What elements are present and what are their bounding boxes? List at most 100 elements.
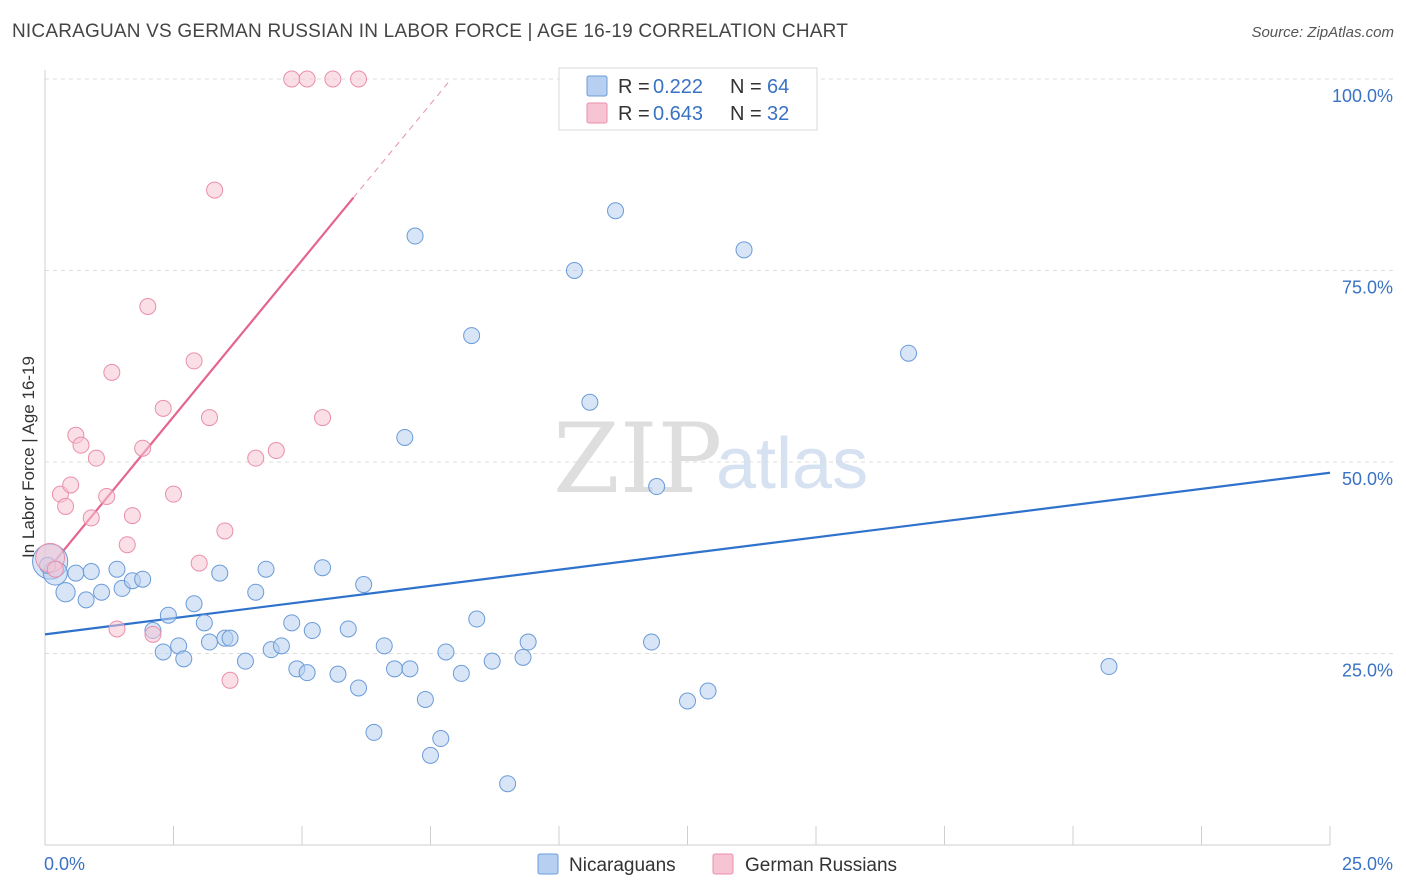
german-russians-point-19	[185, 352, 203, 370]
legend-r-label-1: R =	[618, 76, 650, 98]
nicaraguans-trendline	[44, 471, 1331, 636]
german-russians-point-27	[283, 70, 301, 88]
nicaraguans-point-18	[200, 633, 218, 651]
nicaraguans-point-56	[643, 633, 661, 651]
y-tick-label-75: 75.0%	[1342, 278, 1393, 298]
german-russians-point-17	[154, 399, 172, 417]
nicaraguans-point-46	[452, 664, 470, 682]
chart-source: Source: ZipAtlas.com	[1251, 24, 1394, 41]
nicaraguans-point-6	[93, 583, 111, 601]
german-russians-points	[35, 70, 368, 689]
chart-title: NICARAGUAN VS GERMAN RUSSIAN IN LABOR FO…	[12, 21, 848, 42]
german-russians-point-16	[144, 625, 162, 643]
nicaraguans-point-60	[735, 241, 753, 259]
nicaraguans-point-26	[272, 637, 290, 655]
german-russians-point-25	[247, 449, 265, 467]
nicaraguans-point-13	[159, 606, 177, 624]
german-russians-point-31	[350, 70, 368, 88]
legend-n-label-1: N =	[730, 76, 762, 98]
y-tick-label-100: 100.0%	[1332, 86, 1393, 106]
german-russians-trendline	[44, 197, 355, 574]
nicaraguans-point-51	[514, 648, 532, 666]
german-russians-point-29	[314, 409, 332, 427]
y-tick-label-50: 50.0%	[1342, 469, 1393, 489]
bottom-legend-label-german-russians: German Russians	[745, 855, 897, 876]
nicaraguans-point-24	[257, 560, 275, 578]
nicaraguans-point-38	[386, 660, 404, 678]
german-russians-point-11	[108, 620, 126, 638]
bottom-legend-swatch-german-russians	[712, 853, 734, 875]
correlation-legend: R = 0.222 N = 64 R = 0.643 N = 32	[558, 67, 818, 131]
y-tick-label-25: 25.0%	[1342, 661, 1393, 681]
nicaraguans-point-35	[355, 576, 373, 594]
nicaraguans-point-34	[350, 679, 368, 697]
nicaraguans-point-49	[483, 652, 501, 670]
nicaraguans-point-44	[432, 730, 450, 748]
nicaraguans-point-5	[82, 563, 100, 581]
nicaraguans-point-40	[401, 660, 419, 678]
axes: 25.0% 50.0% 75.0% 100.0%	[44, 70, 1393, 846]
nicaraguans-point-16	[185, 595, 203, 613]
trendlines	[44, 78, 1331, 636]
german-russians-point-30	[324, 70, 342, 88]
german-russians-point-7	[82, 509, 100, 527]
german-russians-point-10	[103, 363, 121, 381]
german-russians-point-15	[139, 298, 157, 316]
nicaraguans-point-54	[581, 393, 599, 411]
nicaraguans-point-61	[900, 344, 918, 362]
german-russians-point-1	[46, 560, 64, 578]
german-russians-point-20	[190, 554, 208, 572]
german-russians-point-22	[206, 181, 224, 199]
gridlines	[45, 78, 1393, 654]
german-russians-trendline-extension	[353, 78, 452, 199]
legend-n-label-2: N =	[730, 103, 762, 125]
x-tick-label-0: 0.0%	[44, 854, 85, 874]
nicaraguans-point-2	[55, 582, 76, 603]
series-legend: Nicaraguans German Russians	[537, 853, 897, 876]
nicaraguans-point-58	[679, 692, 696, 710]
nicaraguans-point-31	[314, 559, 332, 577]
nicaraguans-point-30	[303, 622, 321, 640]
legend-r-value-1: 0.222	[653, 76, 703, 98]
legend-n-value-2: 32	[767, 103, 789, 125]
nicaraguans-point-4	[77, 591, 95, 609]
nicaraguans-point-29	[298, 664, 316, 682]
nicaraguans-point-47	[463, 327, 481, 345]
german-russians-point-28	[298, 70, 316, 88]
nicaraguans-point-43	[422, 746, 439, 764]
german-russians-point-13	[123, 507, 141, 525]
x-tick-label-25: 25.0%	[1342, 854, 1393, 874]
nicaraguans-point-37	[375, 637, 393, 655]
nicaraguans-point-23	[247, 583, 265, 601]
nicaraguans-point-62	[1100, 658, 1118, 676]
german-russians-point-6	[72, 436, 90, 454]
nicaraguans-point-36	[365, 723, 383, 741]
german-russians-point-26	[267, 442, 285, 460]
bottom-legend-label-nicaraguans: Nicaraguans	[569, 855, 676, 876]
legend-swatch-german-russians	[586, 102, 608, 124]
nicaraguans-point-55	[607, 202, 625, 220]
german-russians-point-3	[57, 497, 75, 515]
german-russians-point-24	[221, 671, 239, 689]
nicaraguans-point-10	[134, 570, 152, 588]
german-russians-point-9	[98, 487, 116, 505]
nicaraguans-point-45	[437, 643, 455, 661]
nicaraguans-point-50	[499, 775, 517, 793]
nicaraguans-point-52	[519, 633, 537, 651]
nicaraguans-point-21	[221, 629, 239, 647]
nicaraguans-point-33	[339, 620, 357, 638]
nicaraguans-point-57	[648, 478, 666, 496]
nicaraguans-point-12	[154, 643, 172, 661]
german-russians-point-12	[118, 536, 136, 554]
nicaraguans-point-19	[211, 564, 229, 582]
german-russians-point-8	[87, 449, 105, 467]
nicaraguans-point-32	[329, 665, 347, 683]
legend-r-value-2: 0.643	[653, 103, 703, 125]
nicaraguans-point-7	[108, 560, 126, 578]
german-russians-point-4	[62, 476, 80, 494]
nicaraguans-point-22	[236, 652, 254, 670]
nicaraguans-point-41	[406, 227, 424, 245]
watermark: ZIP atlas	[553, 403, 868, 515]
nicaraguans-point-17	[195, 614, 213, 632]
german-russians-point-23	[216, 522, 234, 540]
